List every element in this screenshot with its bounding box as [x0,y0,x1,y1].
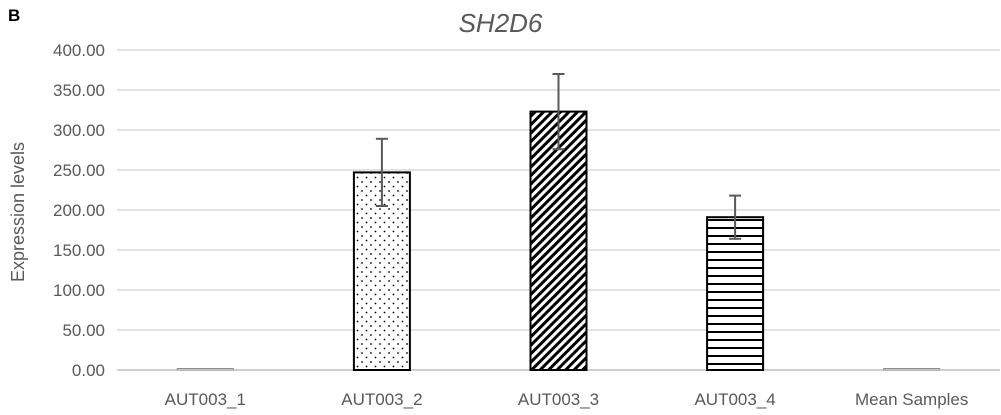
y-tick-label: 0.00 [72,361,105,380]
bar-aut003-1 [176,368,234,371]
chart-title: SH2D6 [458,8,543,38]
y-tick-label: 400.00 [53,41,105,60]
bar-aut003-3 [529,110,588,371]
y-tick-label: 250.00 [53,161,105,180]
x-tick-label: AUT003_3 [518,390,599,409]
x-tick-label: AUT003_4 [694,390,775,409]
y-tick-labels: 0.00 50.00 100.00 150.00 200.00 250.00 300.00 3… [53,41,105,380]
y-tick-label: 350.00 [53,81,105,100]
y-tick-label: 200.00 [53,201,105,220]
error-bars [375,73,742,240]
y-tick-label: 300.00 [53,121,105,140]
bar-aut003-4 [706,216,765,371]
y-tick-label: 150.00 [53,241,105,260]
bars [176,110,941,371]
y-tick-label: 100.00 [53,281,105,300]
x-tick-labels: AUT003_1 AUT003_2 AUT003_3 AUT003_4 Mean Sam… [165,390,969,409]
x-tick-label: Mean Samples [855,390,968,409]
panel-label: B [8,6,21,25]
y-tick-label: 50.00 [62,321,105,340]
y-axis-label: Expression levels [8,142,28,282]
x-tick-label: AUT003_2 [341,390,422,409]
bar-mean-samples [883,368,941,371]
x-tick-label: AUT003_1 [165,390,246,409]
